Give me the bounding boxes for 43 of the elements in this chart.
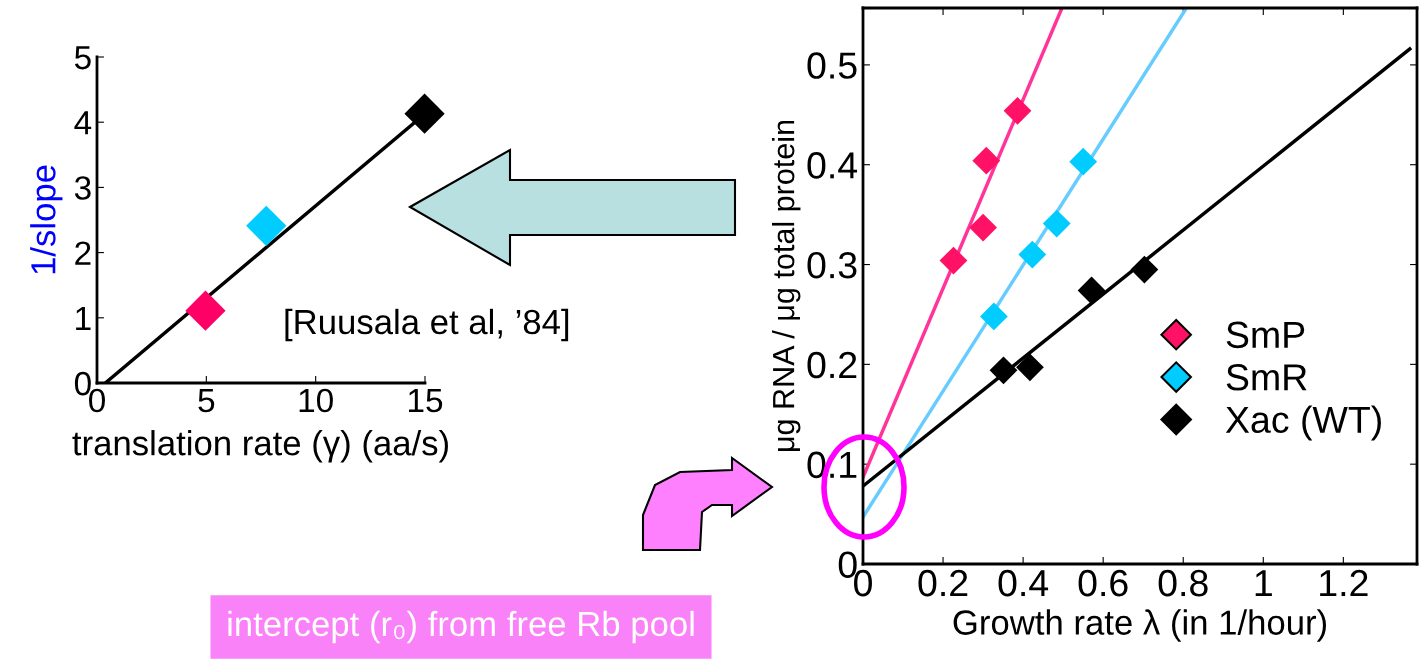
y-axis-title: 1/slope [30,165,63,274]
y-tick-label: 0.2 [807,351,857,379]
point [1130,255,1159,284]
x-tick-label: 0.8 [1158,569,1208,597]
x-tick-label: 15 [409,389,443,413]
y-tick-label: 1 [76,306,91,330]
x-tick-label: 5 [198,389,215,413]
x-tick-label: 1.2 [1320,569,1368,597]
x-tick-label: 0.6 [1078,569,1128,597]
point [1016,353,1044,382]
y-tick-label: 2 [75,241,91,265]
x-tick-label: 10 [299,388,333,413]
text: intercept (r₀) from free Rb pool [228,610,694,644]
y-tick-label: 3 [74,176,91,200]
y-tick-label: 5 [74,46,91,70]
point [1069,147,1098,176]
x-tick-label: 0.4 [998,569,1049,597]
point [404,93,445,134]
point [980,302,1008,331]
y-tick-label: 0.3 [807,251,857,279]
legend-label: SmR [1226,364,1307,391]
point [939,246,968,275]
point [1077,276,1106,305]
x-axis-title: Growth rate λ (in 1/hour) [953,609,1327,642]
x-axis-title: translation rate (γ) (aa/s) [72,430,448,463]
annotation: [Ruusala et al, ’84] [285,308,569,342]
legend-label: Xac (WT) [1225,405,1381,441]
y-tick-label: 4 [74,111,92,135]
point [1018,240,1047,269]
point [972,146,1001,175]
point [185,290,226,331]
y-tick-label: 0 [74,371,91,396]
point [246,205,287,246]
x-tick-label: 1 [1255,570,1272,597]
point [1003,96,1032,125]
x-tick-label: 0.2 [918,569,968,597]
point [1042,209,1071,238]
point [989,356,1018,385]
y-tick-label: 0.5 [807,52,857,79]
legend-label: SmP [1226,321,1305,349]
y-tick-label: 0.4 [807,152,858,179]
point [969,213,997,242]
y-axis-title: μg RNA / μg total protein [771,120,801,452]
